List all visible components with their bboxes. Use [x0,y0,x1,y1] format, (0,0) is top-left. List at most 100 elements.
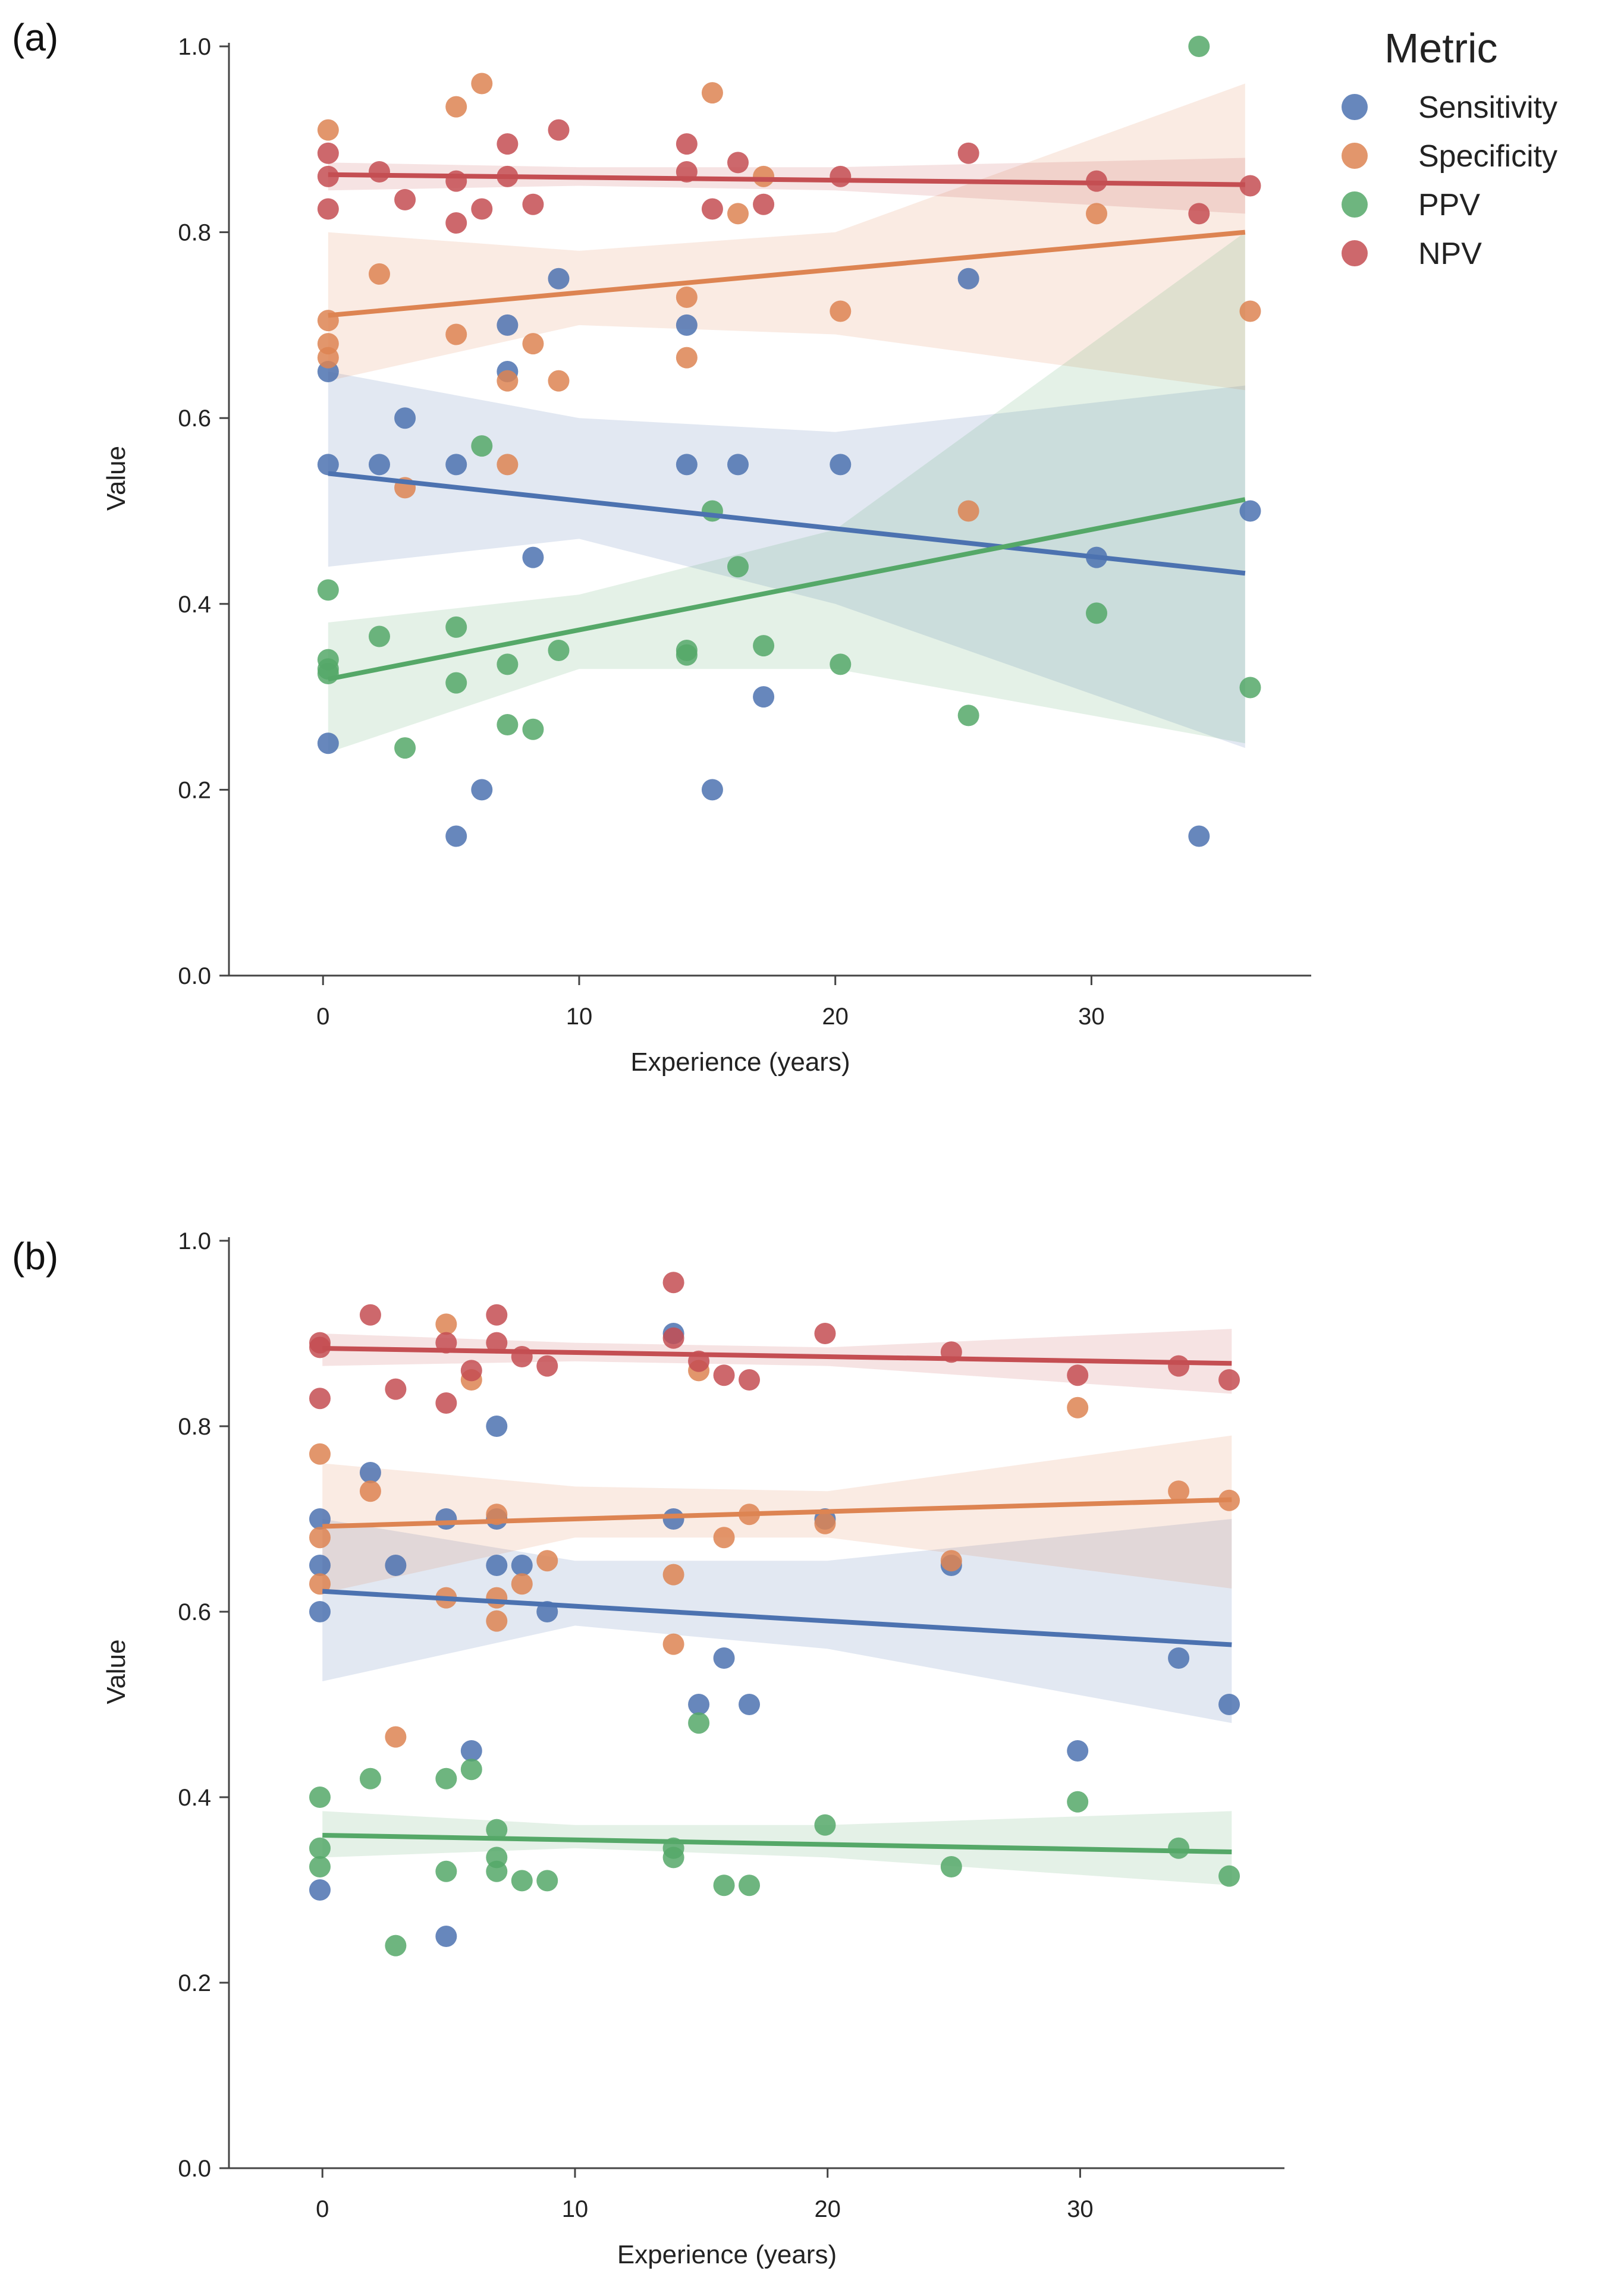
npv-point [317,142,339,164]
specificity-confidence-band [328,83,1245,391]
ppv-point [317,579,339,601]
npv-point [368,161,390,183]
specificity-point [662,1564,684,1586]
ppv-point [701,500,723,522]
ppv-point [830,653,852,675]
specificity-point [753,165,775,187]
sensitivity-point [727,454,749,476]
legend-title: Metric [1384,25,1498,71]
sensitivity-regression-line [328,471,1246,576]
ppv-point [1218,1865,1240,1887]
specificity-point [511,1573,533,1595]
npv-point [445,212,467,234]
specificity-point [309,1527,331,1549]
sensitivity-point [739,1694,761,1715]
sensitivity-point [522,546,544,568]
ppv-point [713,1874,735,1896]
sensitivity-point [957,268,979,290]
npv-point [394,188,416,210]
npv-point [1239,175,1261,197]
sensitivity-point [317,732,339,754]
specificity-regression-line [322,1497,1232,1529]
sensitivity-point [676,314,698,336]
npv-point [309,1388,331,1410]
ppv-point [676,644,698,666]
sensitivity-point [435,1508,457,1530]
ppv-point [435,1767,457,1789]
specificity-point [497,370,519,392]
npv-point [662,1327,684,1349]
ppv-point [497,653,519,675]
specificity-point [830,300,852,322]
panel-label: (a) [12,16,58,59]
ppv-point [688,1712,710,1734]
legend: Metric Sensitivity Specificity PPV NPV [1342,25,1557,271]
specificity-point [713,1527,735,1549]
specificity-point [522,333,544,355]
ppv-point [1086,602,1108,624]
y-tick-label: 0.0 [178,2156,211,2182]
legend-label-specificity: Specificity [1418,139,1557,174]
specificity-point [676,347,698,369]
ppv-regression-line [322,1832,1232,1855]
npv-regression-line [322,1345,1232,1366]
sensitivity-point [1218,1694,1240,1715]
y-axis-label: Value [102,1639,131,1704]
ppv-confidence-band [322,1811,1232,1886]
npv-point [701,198,723,220]
ppv-point [1168,1837,1190,1859]
specificity-point [957,500,979,522]
specificity-point [445,96,467,118]
npv-point [497,133,519,155]
ppv-point [445,616,467,638]
npv-point [486,1332,508,1354]
x-tick-label: 30 [1078,1004,1105,1030]
y-tick-label: 0.8 [178,220,211,246]
npv-point [471,198,493,220]
specificity-point [385,1726,407,1748]
sensitivity-point [309,1601,331,1622]
ppv-point [957,704,979,726]
ppv-point [309,1787,331,1808]
y-tick-label: 0.4 [178,592,211,618]
ppv-point [460,1759,482,1781]
specificity-point [1067,1397,1089,1419]
specificity-point [309,1443,331,1465]
npv-point [522,193,544,215]
specificity-point [435,1313,457,1335]
sensitivity-point [435,1926,457,1947]
specificity-point [727,203,749,225]
npv-point [359,1304,381,1326]
npv-point [753,193,775,215]
ppv-point [309,1856,331,1877]
y-tick-label: 0.6 [178,405,211,432]
legend-marker-sensitivity [1342,94,1368,120]
specificity-point [317,347,339,369]
sensitivity-point [1168,1647,1190,1669]
specificity-point [701,82,723,104]
specificity-point [497,454,519,476]
npv-point [676,133,698,155]
npv-point [460,1360,482,1382]
npv-point [309,1336,331,1358]
specificity-point [940,1550,962,1572]
y-tick-label: 0.2 [178,1970,211,1996]
ppv-point [435,1860,457,1882]
npv-point [1168,1355,1190,1377]
specificity-point [676,287,698,309]
specificity-regression-line [328,229,1246,318]
ppv-point [385,1935,407,1957]
specificity-point [1086,203,1108,225]
ppv-point [486,1860,508,1882]
ppv-confidence-band [328,232,1245,753]
npv-point [713,1364,735,1386]
sensitivity-point [713,1647,735,1669]
y-tick-label: 0.4 [178,1785,211,1811]
npv-point [317,198,339,220]
x-tick-label: 0 [316,1004,329,1030]
specificity-point [1168,1480,1190,1502]
ppv-point [536,1870,558,1892]
npv-point [486,1304,508,1326]
specificity-point [486,1587,508,1609]
